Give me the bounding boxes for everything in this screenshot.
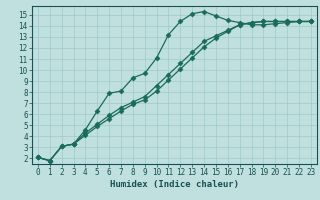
X-axis label: Humidex (Indice chaleur): Humidex (Indice chaleur) [110, 180, 239, 189]
